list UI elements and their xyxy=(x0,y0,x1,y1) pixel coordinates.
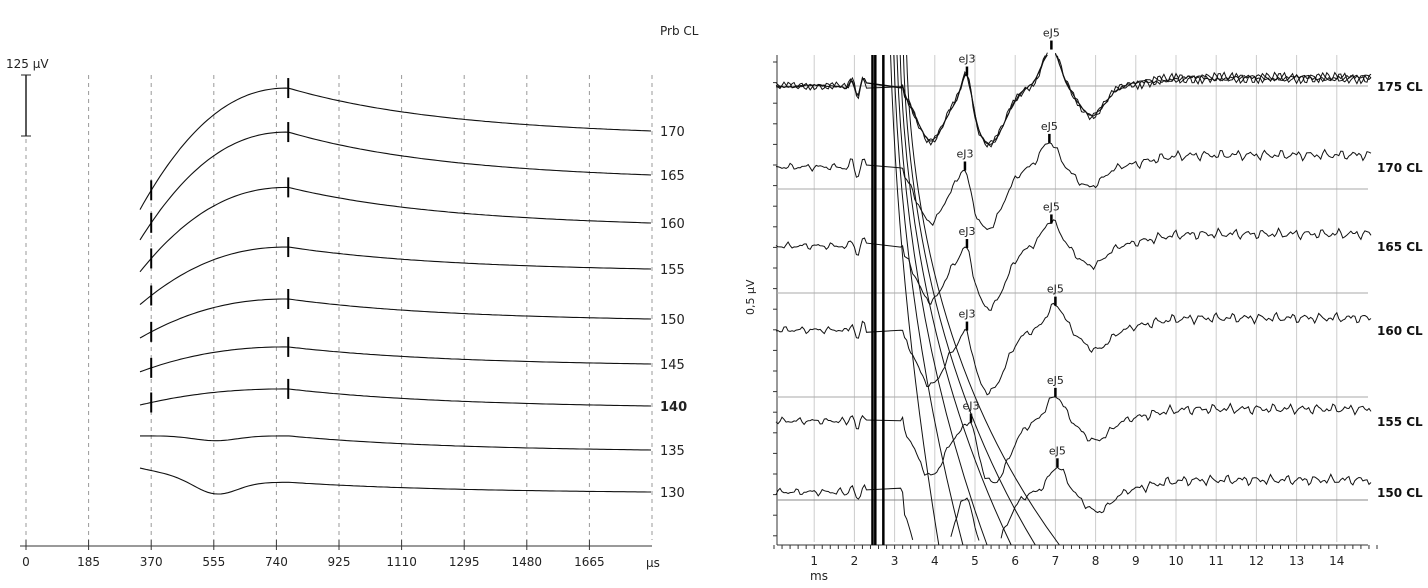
trace-175-CL xyxy=(775,53,1372,145)
left-chart-title: Prb CL xyxy=(660,24,699,38)
artifact-curve xyxy=(893,54,964,546)
peak-label: eJ5 xyxy=(1043,200,1060,213)
x-tick-label: 12 xyxy=(1249,554,1264,568)
trace-label: 165 CL xyxy=(1377,240,1423,254)
artifact-curve xyxy=(902,54,1036,546)
trace-label: 160 CL xyxy=(1377,324,1423,338)
peak-label: eJ5 xyxy=(1041,120,1058,133)
trace-label: 170 CL xyxy=(1377,161,1423,175)
trace-130 xyxy=(139,467,651,495)
trace-label: 150 CL xyxy=(1377,486,1423,500)
x-tick-label: 3 xyxy=(891,554,899,568)
x-tick-label: 10 xyxy=(1168,554,1183,568)
peak-label: eJ3 xyxy=(958,53,975,66)
x-tick-label: 2 xyxy=(851,554,859,568)
trace-155-CL xyxy=(775,396,1372,484)
peak-label: eJ3 xyxy=(958,308,975,321)
x-tick-label: 4 xyxy=(931,554,939,568)
right-x-axis-label: ms xyxy=(810,569,828,583)
x-tick-label: 740 xyxy=(265,555,288,569)
trace-label: 170 xyxy=(660,125,685,140)
artifact-curve xyxy=(896,54,988,546)
peak-label: eJ5 xyxy=(1047,283,1064,296)
peak-label: eJ3 xyxy=(958,225,975,238)
peak-label: eJ3 xyxy=(956,147,973,160)
trace-label: 155 CL xyxy=(1377,415,1423,429)
trace-155 xyxy=(139,246,652,306)
x-tick-label: 370 xyxy=(140,555,163,569)
x-tick-label: 925 xyxy=(328,555,351,569)
artifact-curve xyxy=(906,54,1060,546)
x-tick-label: 555 xyxy=(202,555,225,569)
x-tick-label: 11 xyxy=(1209,554,1224,568)
peak-label: eJ5 xyxy=(1049,444,1066,457)
trace-160 xyxy=(139,186,652,273)
x-tick-label: 1295 xyxy=(449,555,480,569)
trace-label: 135 xyxy=(660,444,685,459)
trace-150-CL xyxy=(775,466,1372,541)
trace-150 xyxy=(139,298,652,339)
trace-175-CL xyxy=(775,52,1372,148)
x-tick-label: 1665 xyxy=(574,555,605,569)
x-tick-label: 5 xyxy=(971,554,979,568)
trace-label: 140 xyxy=(660,400,687,415)
x-tick-label: 185 xyxy=(77,555,100,569)
artifact-curve xyxy=(890,54,940,546)
trace-175-CL xyxy=(775,52,1372,148)
trace-140 xyxy=(139,388,652,407)
x-tick-label: 1110 xyxy=(386,555,417,569)
peak-label: eJ5 xyxy=(1047,374,1064,387)
trace-label: 160 xyxy=(660,217,685,232)
trace-label: 150 xyxy=(660,313,685,328)
x-tick-label: 6 xyxy=(1011,554,1019,568)
trace-label: 165 xyxy=(660,169,685,184)
trace-label: 175 CL xyxy=(1377,80,1423,94)
x-tick-label: 0 xyxy=(22,555,30,569)
trace-label: 145 xyxy=(660,358,685,373)
x-tick-label: 8 xyxy=(1092,554,1100,568)
trace-label: 130 xyxy=(660,486,685,501)
x-tick-label: 1 xyxy=(810,554,818,568)
trace-165 xyxy=(139,131,652,241)
x-tick-label: 9 xyxy=(1132,554,1140,568)
x-tick-label: 14 xyxy=(1329,554,1344,568)
x-tick-label: 1480 xyxy=(512,555,543,569)
peak-label: eJ5 xyxy=(1043,27,1060,40)
x-tick-label: 7 xyxy=(1052,554,1060,568)
trace-160-CL xyxy=(775,302,1372,396)
trace-170 xyxy=(139,87,652,210)
left-x-axis-label: µs xyxy=(646,556,660,570)
artifact-curve xyxy=(899,54,1012,546)
x-tick-label: 13 xyxy=(1289,554,1304,568)
trace-165-CL xyxy=(775,219,1372,311)
trace-170-CL xyxy=(775,142,1372,231)
trace-label: 155 xyxy=(660,263,685,278)
trace-145 xyxy=(139,346,652,373)
scale-bar-label: 125 µV xyxy=(6,57,49,71)
trace-135 xyxy=(140,435,652,451)
